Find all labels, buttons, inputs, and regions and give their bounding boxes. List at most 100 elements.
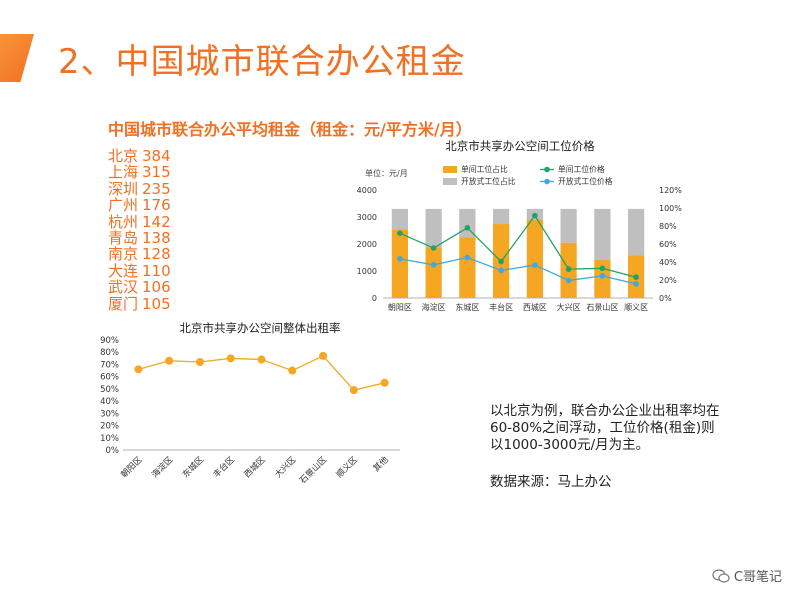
chart2-y-tick: 20% (100, 422, 119, 432)
chart1-x-tick: 石景山区 (586, 302, 618, 312)
chart1-lines (397, 212, 639, 287)
rent-subtitle: 中国城市联合办公平均租金（租金：元/平方米/月） (108, 120, 472, 139)
chart1-legend-swatch (443, 178, 457, 185)
chart1-bar-single-share (391, 229, 408, 298)
watermark-text: C哥笔记 (733, 570, 782, 585)
chart1-point (565, 277, 572, 284)
chart1-right-tick: 60% (659, 240, 677, 249)
chart2-x-tick: 海淀区 (149, 454, 175, 480)
wechat-watermark: C哥笔记 (712, 566, 782, 585)
chart1-point (565, 266, 572, 272)
occupancy-chart: 北京市共享办公空间整体出租率 0% 10% 20% 30% 40% 50% 60% 70% 80… (100, 321, 400, 486)
chart2-y-tick: 40% (100, 397, 119, 407)
chart1-point (397, 256, 403, 262)
rent-item: 青岛 138 (108, 229, 171, 248)
rent-item: 杭州 142 (108, 212, 171, 231)
chart1-legend-label: 单间工位占比 (461, 164, 508, 174)
chart1-x-tick: 朝阳区 (388, 303, 412, 312)
chart2-point (380, 378, 389, 387)
chart2-point (349, 386, 358, 395)
chart1-unit-label: 单位：元/月 (365, 168, 408, 178)
chart1-bar-single-share (459, 237, 476, 298)
chart1-legend-label: 开放式工位价格 (558, 176, 613, 186)
workstation-price-chart: 北京市共享办公空间工位价格 单位：元/月 单间工位占比 单间工位价格开放式工位占比… (357, 139, 683, 312)
chart1-legend-marker (544, 178, 550, 185)
rent-item: 武汉 106 (108, 278, 171, 297)
chart2-x-tick: 其他 (371, 454, 391, 474)
chart1-bar-open-share (493, 208, 510, 225)
chart1-bar-single-share (425, 247, 442, 298)
chart1-point (430, 245, 437, 251)
chart2-x-tick: 丰台区 (211, 454, 237, 480)
chart1-x-tick: 大兴区 (557, 302, 581, 312)
chart1-point (532, 262, 538, 268)
chart1-point (633, 281, 639, 287)
chart1-point (464, 225, 471, 231)
chart1-right-tick: 20% (659, 276, 677, 285)
chart1-right-tick: 40% (659, 258, 677, 267)
chart1-legend-marker (544, 166, 550, 173)
chart1-left-tick: 0 (372, 294, 377, 303)
chart1-legend-label: 单间工位价格 (558, 164, 605, 174)
chart1-left-tick: 2000 (357, 240, 377, 249)
rent-list: 北京 384 上海 315 深圳 235 广州 176 杭州 142 青岛 138 南京 12… (108, 148, 175, 312)
chart2-x-tick: 朝阳区 (119, 455, 144, 480)
chart1-x-tick: 西城区 (523, 303, 547, 312)
chart1-bar-open-share (391, 208, 408, 230)
chart1-line-single-price (399, 214, 637, 278)
chart1-right-tick: 0% (659, 294, 672, 303)
chart2-y-tick: 90% (100, 336, 119, 346)
chart1-title: 北京市共享办公空间工位价格 (445, 139, 595, 153)
chart2-point (226, 354, 235, 363)
chart2-y-tick: 60% (100, 373, 119, 383)
chart2-y-tick: 70% (100, 360, 119, 370)
chart2-x-tick: 顺义区 (335, 455, 360, 480)
note-text: 以北京为例，联合办公企业出租率均在60-80%之间浮动，工位价格(租金)则以10… (490, 403, 720, 453)
chart1-point (397, 230, 403, 236)
chart1-bars (391, 208, 645, 298)
chart2-y-tick: 10% (100, 434, 119, 444)
chart2-x-tick: 石景山区 (297, 454, 329, 486)
chart1-point (498, 258, 504, 265)
chart2-y-tick: 50% (100, 385, 119, 395)
chart1-bar-open-share (425, 208, 442, 248)
source-text: 数据来源：马上办公 (490, 474, 612, 490)
chart1-point (633, 274, 639, 281)
chart1-point (498, 267, 504, 274)
chart1-legend-swatch (443, 166, 457, 173)
chart1-x-tick: 顺义区 (624, 303, 648, 312)
chart2-point (195, 358, 204, 366)
chart1-point (599, 265, 606, 272)
chart2-y-tick: 0% (106, 446, 120, 456)
chart1-point (599, 273, 606, 279)
rent-item: 大连 110 (108, 261, 171, 280)
chart1-right-tick: 80% (659, 222, 677, 231)
rent-item: 厦门 105 (108, 294, 171, 313)
wechat-icon (712, 568, 730, 583)
chart1-right-tick: 120% (659, 186, 682, 195)
chart1-left-tick: 1000 (357, 267, 377, 276)
chart1-bar-open-share (560, 208, 577, 243)
chart2-point (257, 355, 266, 364)
chart2-title: 北京市共享办公空间整体出租率 (180, 321, 341, 335)
rent-item: 北京 384 (108, 147, 171, 165)
rent-item: 上海 315 (108, 163, 171, 182)
chart1-bar-single-share (526, 219, 543, 298)
rent-item: 广州 176 (108, 196, 171, 215)
chart1-legend-label: 开放式工位占比 (461, 176, 516, 186)
chart2-y-tick: 30% (100, 409, 119, 419)
chart1-bar-single-share (594, 259, 611, 298)
chart1-bar-open-share (594, 208, 611, 260)
chart2-point (165, 356, 174, 365)
chart1-point (532, 212, 538, 219)
chart1-right-tick: 100% (659, 204, 682, 213)
page-title: 2、中国城市联合办公租金 (58, 42, 466, 82)
chart2-y-tick: 80% (100, 348, 119, 358)
chart2-point (288, 366, 297, 375)
chart1-x-tick: 海淀区 (422, 302, 446, 312)
chart1-point (464, 254, 471, 261)
chart2-point (319, 351, 328, 360)
chart1-left-tick: 3000 (357, 213, 377, 222)
chart2-x-tick: 西城区 (243, 455, 268, 480)
